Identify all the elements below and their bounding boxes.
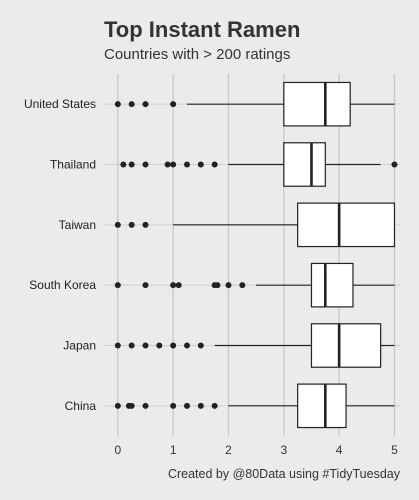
box-united-states (114, 81, 395, 127)
outlier-point (170, 101, 177, 108)
box-china (114, 383, 395, 429)
outlier-point (170, 282, 177, 289)
outlier-point (197, 402, 204, 409)
outlier-point (128, 402, 135, 409)
outlier-point (128, 101, 135, 108)
outlier-point (170, 342, 177, 349)
y-category-label: Japan (63, 339, 96, 353)
outlier-point (114, 101, 121, 108)
x-tick-label: 2 (225, 443, 232, 457)
y-category-label: United States (24, 97, 96, 111)
x-axis-tick-labels: 0 1 2 3 4 5 (114, 443, 398, 457)
y-category-label: Taiwan (59, 218, 96, 232)
outlier-point (142, 101, 149, 108)
outlier-point (214, 282, 221, 289)
x-tick-label: 4 (336, 443, 343, 457)
box-iqr (297, 383, 347, 429)
outlier-point (225, 282, 232, 289)
outlier-point (175, 282, 182, 289)
outlier-point (391, 161, 398, 168)
outlier-point (142, 342, 149, 349)
outlier-point (211, 402, 218, 409)
outlier-point (183, 342, 190, 349)
x-tick-label: 1 (170, 443, 177, 457)
outlier-point (197, 342, 204, 349)
outlier-point (114, 221, 121, 228)
outlier-point (128, 221, 135, 228)
outlier-point (114, 342, 121, 349)
outlier-point (128, 342, 135, 349)
outlier-point (183, 161, 190, 168)
outlier-point (120, 161, 127, 168)
box-iqr (310, 262, 354, 308)
outlier-point (142, 282, 149, 289)
outlier-point (197, 161, 204, 168)
outlier-point (170, 402, 177, 409)
chart-title: Top Instant Ramen (104, 17, 300, 42)
outlier-point (183, 402, 190, 409)
outlier-point (114, 402, 121, 409)
box-taiwan (114, 202, 396, 248)
box-iqr (310, 323, 382, 368)
box-japan (114, 323, 395, 368)
box-iqr (283, 142, 326, 187)
outlier-point (211, 161, 218, 168)
y-category-label: China (65, 399, 97, 413)
box-iqr (297, 202, 396, 248)
box-thailand (120, 142, 398, 187)
box-series (114, 81, 398, 429)
box-iqr (283, 81, 351, 127)
chart-caption: Created by @80Data using #TidyTuesday (168, 467, 401, 481)
outlier-point (142, 221, 149, 228)
x-tick-label: 5 (391, 443, 398, 457)
y-category-label: Thailand (50, 158, 96, 172)
grid-lines (104, 74, 400, 436)
y-category-label: South Korea (29, 278, 96, 292)
x-tick-label: 0 (114, 443, 121, 457)
outlier-point (142, 402, 149, 409)
outlier-point (114, 282, 121, 289)
outlier-point (170, 161, 177, 168)
x-tick-label: 3 (280, 443, 287, 457)
outlier-point (239, 282, 246, 289)
outlier-point (128, 161, 135, 168)
outlier-point (156, 342, 163, 349)
outlier-point (142, 161, 149, 168)
y-axis-category-labels: United States Thailand Taiwan South Korea Ja… (24, 97, 96, 413)
outlier-point (164, 161, 171, 168)
box-south-korea (114, 262, 395, 308)
chart-subtitle: Countries with > 200 ratings (104, 46, 290, 63)
